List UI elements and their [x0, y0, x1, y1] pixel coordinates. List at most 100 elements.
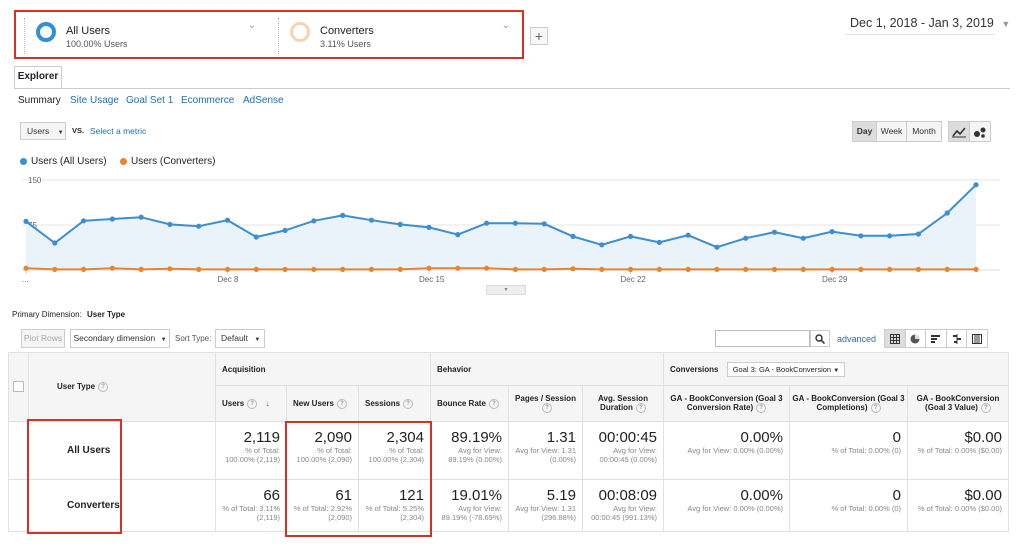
column-goal3-conversion-rate[interactable]: GA - BookConversion (Goal 3 Conversion R…: [663, 385, 790, 422]
date-range-picker[interactable]: Dec 1, 2018 - Jan 3, 2019 ▼: [850, 16, 1010, 30]
comparison-view-button[interactable]: [947, 330, 968, 347]
column-label: Avg. Session Duration: [598, 394, 648, 413]
data-point: [685, 232, 691, 238]
chevron-down-icon[interactable]: ⌄: [247, 20, 256, 31]
row-label[interactable]: All Users: [28, 421, 216, 480]
data-point: [253, 266, 259, 272]
column-avg-session-duration[interactable]: Avg. Session Duration?: [582, 385, 664, 422]
table-row[interactable]: Converters 66% of Total: 3.11% (2,119) 6…: [8, 479, 1009, 532]
cell-goal3-conversion-rate: 0.00% Avg for View: 0.00% (0.00%): [663, 479, 790, 532]
metric-select[interactable]: Users ▼: [20, 122, 66, 140]
plot-rows-button[interactable]: Plot Rows: [21, 329, 65, 348]
cell-subtext: Avg for View: 00:00:45 (0.00%): [599, 446, 657, 464]
table-search-input[interactable]: [715, 330, 810, 347]
segment-all-users[interactable]: All Users 100.00% Users ⌄: [18, 14, 266, 56]
help-icon[interactable]: ?: [488, 398, 499, 409]
data-point: [23, 265, 29, 271]
data-point: [541, 266, 547, 272]
goal-select[interactable]: Goal 3: GA - BookConversion ▼: [726, 361, 846, 377]
subnav-site-usage[interactable]: Site Usage: [70, 95, 119, 106]
column-goal3-value[interactable]: GA - BookConversion (Goal 3 Value)?: [907, 385, 1009, 422]
data-point: [599, 242, 605, 248]
data-point: [340, 212, 346, 218]
pivot-view-button[interactable]: [967, 330, 987, 347]
legend-all-users[interactable]: Users (All Users): [20, 156, 107, 167]
data-point: [196, 266, 202, 272]
segment-converters[interactable]: Converters 3.11% Users ⌄: [272, 14, 520, 56]
data-point: [52, 266, 58, 272]
help-icon[interactable]: ?: [336, 398, 347, 409]
bubble-chart-icon: [974, 127, 986, 138]
data-point: [167, 221, 173, 227]
pie-view-button[interactable]: [906, 330, 927, 347]
cell-goal3-conversion-rate: 0.00% Avg for View: 0.00% (0.00%): [663, 421, 790, 480]
column-sessions[interactable]: Sessions?: [358, 385, 431, 422]
line-chart-button[interactable]: [948, 121, 970, 142]
search-button[interactable]: [810, 330, 830, 347]
chart-resize-handle[interactable]: ▼: [486, 285, 526, 295]
subnav-summary[interactable]: Summary: [18, 95, 61, 106]
motion-chart-button[interactable]: [969, 121, 991, 142]
column-users[interactable]: Users? ↓: [215, 385, 287, 422]
help-icon[interactable]: ?: [403, 398, 414, 409]
granularity-month-button[interactable]: Month: [906, 121, 942, 142]
row-label[interactable]: Converters: [28, 479, 216, 532]
data-point: [858, 233, 864, 239]
drag-handle[interactable]: [24, 18, 27, 54]
column-label: Pages / Session: [515, 394, 576, 403]
column-pages-session[interactable]: Pages / Session?: [508, 385, 583, 422]
column-goal3-completions[interactable]: GA - BookConversion (Goal 3 Completions)…: [789, 385, 908, 422]
dimension-header[interactable]: User Type?: [28, 352, 216, 422]
date-range-text: Dec 1, 2018 - Jan 3, 2019: [850, 16, 994, 30]
add-segment-button[interactable]: +: [530, 27, 548, 45]
date-range-underline: [846, 34, 994, 35]
subnav-adsense[interactable]: AdSense: [243, 95, 284, 106]
select-all-checkbox[interactable]: [13, 380, 24, 392]
row-checkbox-cell: [8, 479, 29, 532]
cell-value: 2,119: [243, 429, 280, 446]
cell-subtext: % of Total: 100.00% (2,304): [368, 446, 424, 464]
group-behavior: Behavior: [430, 352, 664, 386]
chevron-down-icon[interactable]: ⌄: [501, 20, 510, 31]
table-row[interactable]: All Users 2,119% of Total: 100.00% (2,11…: [8, 421, 1009, 480]
column-new-users[interactable]: New Users?: [286, 385, 359, 422]
cell-subtext: % of Total: 100.00% (2,119): [225, 446, 280, 464]
cell-value: 66: [263, 487, 280, 504]
data-point: [887, 266, 893, 272]
data-point: [138, 266, 144, 272]
cell-subtext: % of Total: 3.11% (2,119): [222, 504, 280, 522]
granularity-day-button[interactable]: Day: [852, 121, 877, 142]
cell-subtext: Avg for View: 1.31 (296.88%): [515, 504, 576, 522]
advanced-filter-link[interactable]: advanced: [837, 334, 877, 344]
caret-down-icon: ▼: [1001, 19, 1011, 29]
cell-goal3-completions: 0% of Total: 0.00% (0): [789, 421, 908, 480]
select-metric-link[interactable]: Select a metric: [90, 126, 147, 136]
tab-explorer[interactable]: Explorer: [14, 66, 62, 89]
help-icon[interactable]: ?: [542, 403, 552, 413]
drag-handle[interactable]: [278, 18, 281, 54]
cell-value: 2,304: [386, 429, 424, 446]
help-icon[interactable]: ?: [756, 403, 767, 413]
help-icon[interactable]: ?: [247, 398, 258, 409]
help-icon[interactable]: ?: [980, 403, 991, 413]
primary-dimension-value[interactable]: User Type: [87, 310, 126, 319]
y-tick-label: 150: [28, 176, 42, 185]
subnav-goal-set-1[interactable]: Goal Set 1: [126, 95, 174, 106]
granularity-week-button[interactable]: Week: [876, 121, 907, 142]
sort-type-select[interactable]: Default ▼: [215, 329, 265, 348]
performance-view-button[interactable]: [926, 330, 947, 347]
data-point: [484, 220, 490, 226]
column-bounce-rate[interactable]: Bounce Rate?: [430, 385, 509, 422]
table-view-switcher: [884, 329, 988, 348]
cell-goal3-value: $0.00% of Total: 0.00% ($0.00): [907, 421, 1009, 480]
legend-dot-icon: [20, 157, 27, 165]
data-point: [656, 266, 662, 272]
data-point: [80, 266, 87, 272]
secondary-dimension-select[interactable]: Secondary dimension ▼: [70, 329, 170, 348]
subnav-ecommerce[interactable]: Ecommerce: [181, 95, 235, 106]
help-icon[interactable]: ?: [870, 403, 881, 413]
legend-converters[interactable]: Users (Converters): [120, 156, 215, 167]
data-table-view-button[interactable]: [885, 330, 906, 347]
help-icon[interactable]: ?: [635, 403, 646, 413]
help-icon[interactable]: ?: [98, 382, 109, 392]
